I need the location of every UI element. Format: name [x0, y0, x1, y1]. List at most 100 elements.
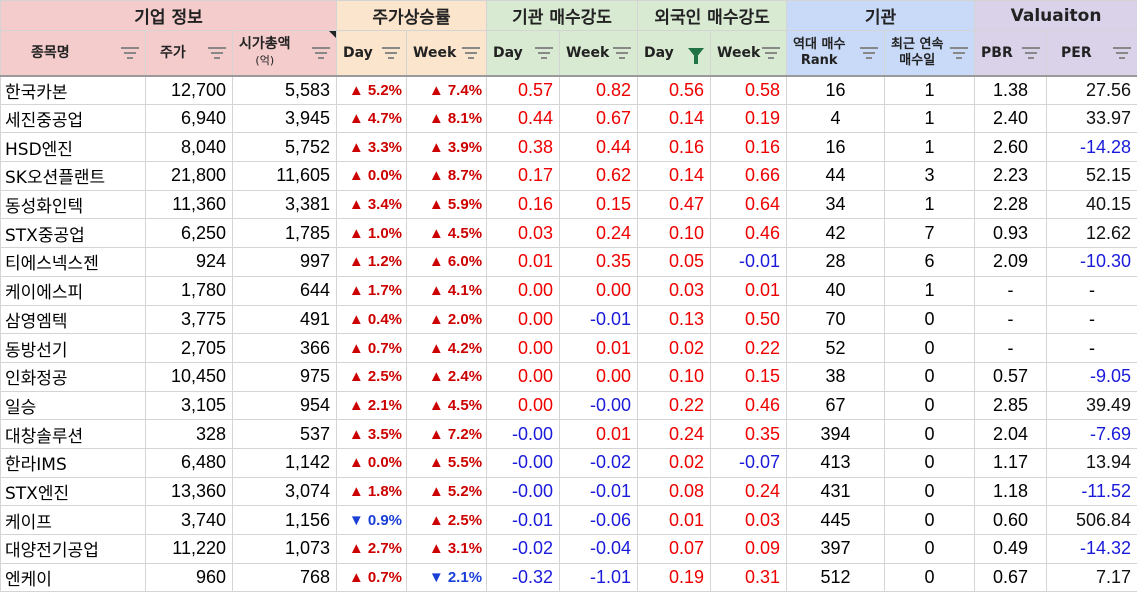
cell-for-w[interactable]: 0.19 — [710, 103, 788, 134]
cell-rank[interactable]: 512 — [786, 562, 886, 593]
cell-for-d[interactable]: 0.16 — [637, 132, 712, 163]
header-pbr[interactable]: PBR — [974, 30, 1048, 77]
cell-day[interactable]: ▲ 1.2% — [336, 247, 408, 277]
cell-inst-d[interactable]: 0.00 — [486, 333, 561, 363]
cell-mcap[interactable]: 3,381 — [231, 189, 338, 220]
cell-pbr[interactable]: 2.60 — [974, 132, 1048, 163]
cell-for-d[interactable]: 0.05 — [637, 247, 712, 277]
cell-rank[interactable]: 4 — [786, 103, 886, 134]
cell-per[interactable]: 13.94 — [1046, 447, 1137, 478]
cell-price[interactable]: 11,220 — [145, 534, 233, 564]
cell-inst-w[interactable]: 0.00 — [559, 275, 639, 306]
cell-day[interactable]: ▲ 5.2% — [336, 75, 408, 105]
cell-price[interactable]: 328 — [145, 419, 233, 449]
cell-rank[interactable]: 394 — [786, 419, 886, 449]
cell-pbr[interactable]: 2.40 — [974, 103, 1048, 134]
cell-for-w[interactable]: 0.64 — [710, 189, 788, 220]
header-rank[interactable]: 역대 매수 Rank — [786, 30, 886, 77]
cell-mcap[interactable]: 3,945 — [231, 103, 338, 134]
cell-price[interactable]: 6,480 — [145, 447, 233, 478]
cell-inst-d[interactable]: 0.00 — [486, 390, 561, 421]
cell-for-d[interactable]: 0.13 — [637, 304, 712, 335]
cell-inst-w[interactable]: 0.00 — [559, 361, 639, 392]
cell-pbr[interactable]: 0.93 — [974, 218, 1048, 249]
filter-icon[interactable] — [382, 46, 401, 59]
cell-streak[interactable]: 0 — [884, 419, 976, 449]
cell-mcap[interactable]: 366 — [231, 333, 338, 363]
cell-inst-w[interactable]: 0.15 — [559, 189, 639, 220]
table-row[interactable]: 대창솔루션 328 537 ▲ 3.5% ▲ 7.2% -0.00 0.01 0.24 0.35… — [0, 419, 1137, 449]
cell-mcap[interactable]: 768 — [231, 562, 338, 593]
cell-price[interactable]: 11,360 — [145, 189, 233, 220]
filter-icon[interactable] — [208, 46, 226, 59]
cell-inst-d[interactable]: -0.00 — [486, 447, 561, 478]
cell-mcap[interactable]: 954 — [231, 390, 338, 421]
cell-pbr[interactable]: 2.28 — [974, 189, 1048, 220]
cell-rank[interactable]: 397 — [786, 534, 886, 564]
cell-per[interactable]: - — [1046, 304, 1137, 335]
cell-rank[interactable]: 16 — [786, 75, 886, 105]
cell-for-w[interactable]: -0.07 — [710, 447, 788, 478]
cell-mcap[interactable]: 5,752 — [231, 132, 338, 163]
cell-streak[interactable]: 0 — [884, 534, 976, 564]
cell-day[interactable]: ▲ 0.4% — [336, 304, 408, 335]
cell-rank[interactable]: 67 — [786, 390, 886, 421]
cell-week[interactable]: ▲ 4.5% — [406, 218, 488, 249]
cell-streak[interactable]: 0 — [884, 304, 976, 335]
filter-icon[interactable] — [312, 46, 331, 59]
cell-for-d[interactable]: 0.22 — [637, 390, 712, 421]
cell-price[interactable]: 3,775 — [145, 304, 233, 335]
cell-name[interactable]: 한라IMS — [0, 447, 146, 478]
cell-inst-d[interactable]: 0.38 — [486, 132, 561, 163]
cell-name[interactable]: 케이프 — [0, 505, 146, 535]
cell-day[interactable]: ▲ 1.0% — [336, 218, 408, 249]
cell-week[interactable]: ▲ 2.5% — [406, 505, 488, 535]
cell-inst-w[interactable]: 0.01 — [559, 333, 639, 363]
header-per[interactable]: PER — [1046, 30, 1137, 77]
cell-week[interactable]: ▲ 4.1% — [406, 275, 488, 306]
cell-price[interactable]: 1,780 — [145, 275, 233, 306]
cell-inst-w[interactable]: -0.04 — [559, 534, 639, 564]
cell-day[interactable]: ▲ 0.7% — [336, 333, 408, 363]
cell-for-d[interactable]: 0.01 — [637, 505, 712, 535]
cell-per[interactable]: 12.62 — [1046, 218, 1137, 249]
cell-pbr[interactable]: 1.38 — [974, 75, 1048, 105]
cell-inst-d[interactable]: 0.01 — [486, 247, 561, 277]
cell-streak[interactable]: 0 — [884, 505, 976, 535]
cell-mcap[interactable]: 644 — [231, 275, 338, 306]
cell-inst-w[interactable]: -0.01 — [559, 476, 639, 507]
cell-inst-w[interactable]: -0.01 — [559, 304, 639, 335]
cell-inst-d[interactable]: 0.00 — [486, 361, 561, 392]
cell-rank[interactable]: 70 — [786, 304, 886, 335]
cell-week[interactable]: ▲ 2.0% — [406, 304, 488, 335]
funnel-filter-active-icon[interactable] — [688, 47, 705, 64]
table-row[interactable]: STX엔진 13,360 3,074 ▲ 1.8% ▲ 5.2% -0.00 -0.01 0.… — [0, 476, 1137, 507]
cell-week[interactable]: ▲ 5.2% — [406, 476, 488, 507]
cell-per[interactable]: -9.05 — [1046, 361, 1137, 392]
cell-name[interactable]: HSD엔진 — [0, 132, 146, 163]
filter-icon[interactable] — [1113, 46, 1132, 59]
cell-price[interactable]: 6,940 — [145, 103, 233, 134]
cell-price[interactable]: 924 — [145, 247, 233, 277]
cell-for-w[interactable]: 0.09 — [710, 534, 788, 564]
header-inst-week[interactable]: Week — [559, 30, 639, 77]
cell-for-w[interactable]: 0.24 — [710, 476, 788, 507]
cell-name[interactable]: 케이에스피 — [0, 275, 146, 306]
cell-rank[interactable]: 44 — [786, 161, 886, 191]
filter-icon[interactable] — [535, 46, 554, 59]
cell-week[interactable]: ▲ 5.5% — [406, 447, 488, 478]
cell-mcap[interactable]: 1,142 — [231, 447, 338, 478]
cell-streak[interactable]: 1 — [884, 103, 976, 134]
cell-rank[interactable]: 445 — [786, 505, 886, 535]
cell-for-d[interactable]: 0.02 — [637, 333, 712, 363]
cell-week[interactable]: ▲ 8.7% — [406, 161, 488, 191]
cell-day[interactable]: ▼ 0.9% — [336, 505, 408, 535]
cell-inst-w[interactable]: -0.06 — [559, 505, 639, 535]
cell-per[interactable]: 506.84 — [1046, 505, 1137, 535]
cell-per[interactable]: 33.97 — [1046, 103, 1137, 134]
table-row[interactable]: 동방선기 2,705 366 ▲ 0.7% ▲ 4.2% 0.00 0.01 0.02 0.22… — [0, 333, 1137, 363]
table-row[interactable]: 대양전기공업 11,220 1,073 ▲ 2.7% ▲ 3.1% -0.02 -0.04 0… — [0, 534, 1137, 564]
header-rise-week[interactable]: Week — [406, 30, 488, 77]
cell-for-w[interactable]: 0.58 — [710, 75, 788, 105]
filter-icon[interactable] — [762, 46, 781, 59]
